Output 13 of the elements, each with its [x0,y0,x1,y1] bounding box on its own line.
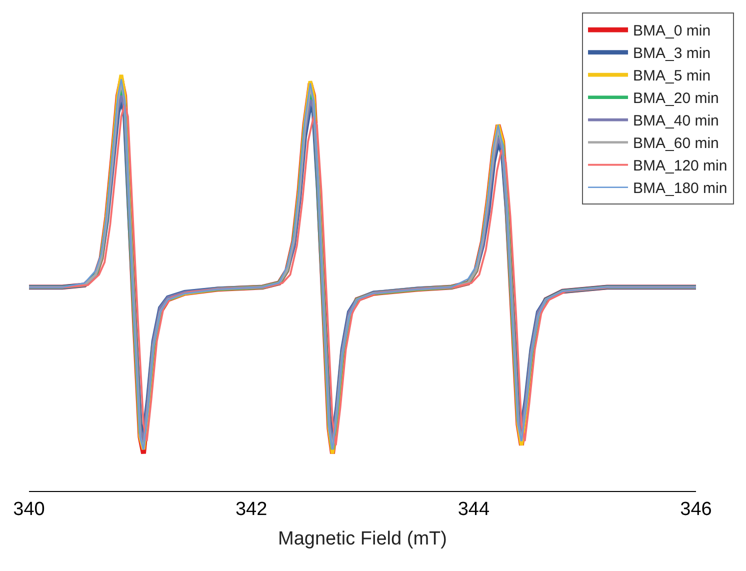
legend-label: BMA_20 min [633,90,719,108]
x-tick-label: 344 [458,498,490,520]
legend-label: BMA_0 min [633,22,711,40]
legend-label: BMA_40 min [633,112,719,130]
legend-label: BMA_180 min [633,180,728,198]
x-axis-title: Magnetic Field (mT) [278,528,447,550]
x-tick-label: 342 [235,498,268,520]
legend-label: BMA_60 min [633,135,719,152]
legend-label: BMA_3 min [633,45,711,62]
legend-label: BMA_120 min [633,158,728,175]
x-tick-label: 340 [13,498,45,520]
legend-label: BMA_5 min [633,68,711,85]
x-tick-label: 346 [680,498,712,520]
